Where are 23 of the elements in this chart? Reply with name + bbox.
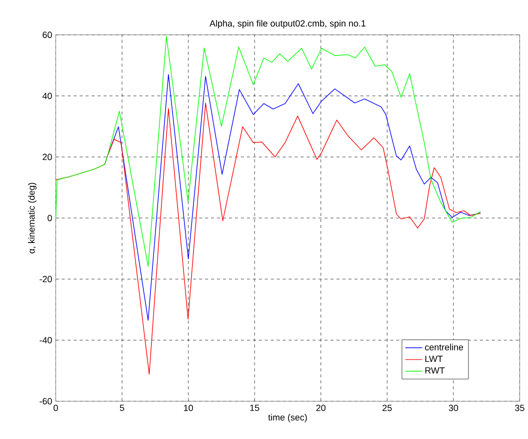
x-tick-label: 20 — [316, 404, 326, 412]
y-tick-label: 40 — [42, 92, 52, 100]
line-series — [56, 36, 481, 267]
legend-label: RWT — [425, 367, 445, 374]
x-tick-label: 35 — [515, 404, 524, 412]
y-tick-label: 60 — [42, 32, 52, 38]
legend-label: LWT — [425, 356, 443, 362]
x-tick-label: 0 — [54, 404, 58, 412]
line-series — [56, 102, 481, 375]
legend-label: centreline — [425, 344, 464, 350]
y-axis-title: α, kinematic (deg) — [28, 182, 36, 254]
x-tick-label: 15 — [250, 404, 260, 411]
x-axis-title: time (sec) — [268, 414, 307, 422]
y-tick-label: -60 — [40, 398, 52, 404]
x-tick-label: 5 — [120, 404, 124, 411]
x-tick-label: 10 — [184, 404, 193, 412]
y-tick-label: -40 — [40, 336, 52, 344]
y-tick-label: -20 — [40, 276, 52, 282]
x-tick-label: 25 — [382, 404, 392, 412]
x-tick-label: 30 — [448, 404, 458, 412]
y-tick-label: 0 — [48, 214, 52, 222]
chart-title: Alpha, spin file output02.cmb, spin no.1 — [210, 20, 366, 28]
y-tick-label: 20 — [42, 154, 52, 160]
